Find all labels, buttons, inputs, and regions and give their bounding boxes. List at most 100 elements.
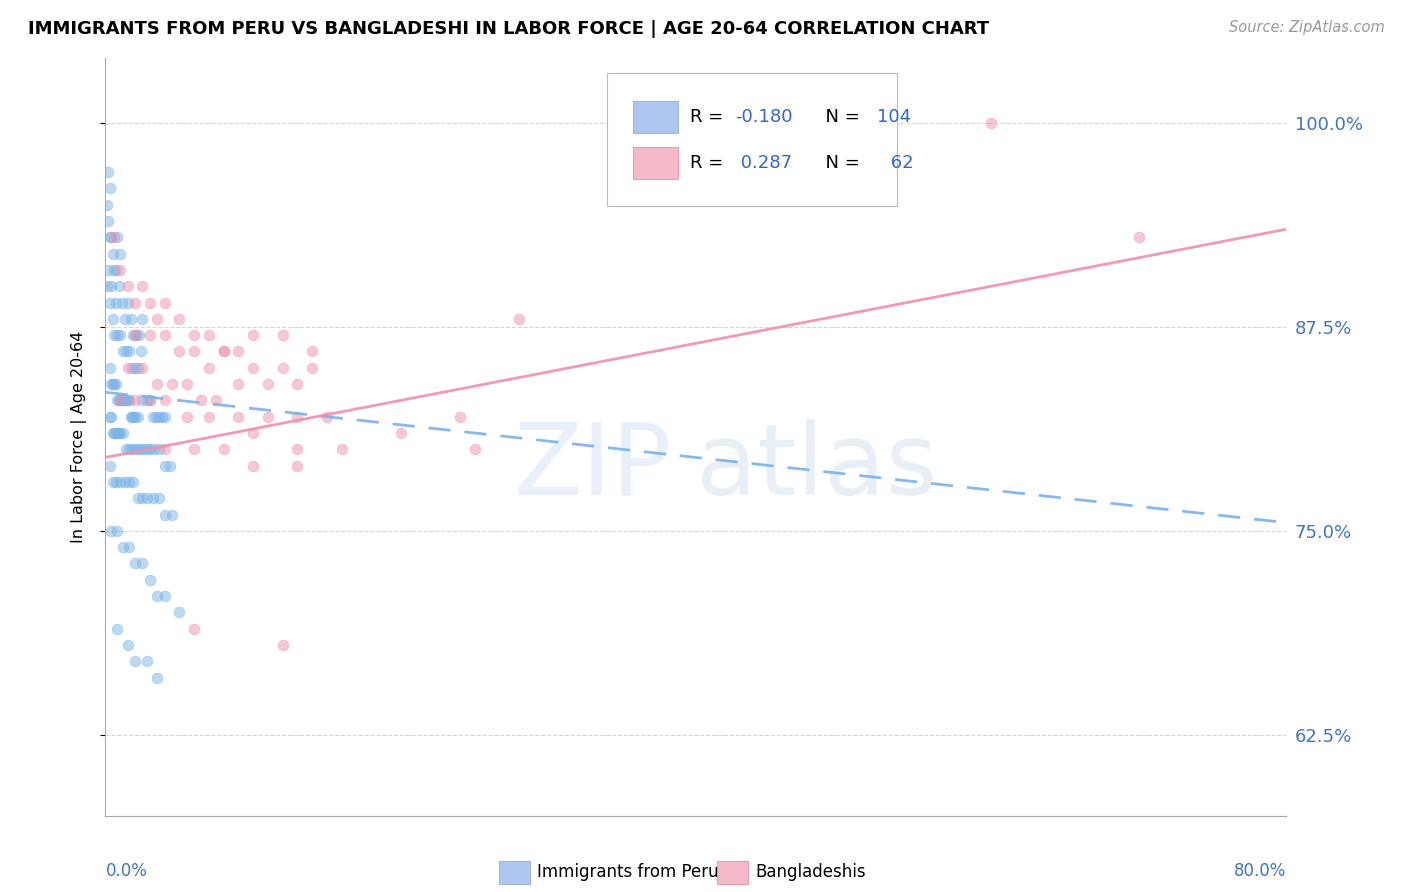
Point <box>1128 230 1150 244</box>
Point <box>118 393 141 408</box>
Point <box>131 557 153 571</box>
Point <box>131 491 153 506</box>
Point <box>105 622 128 636</box>
Point <box>107 279 129 293</box>
Point <box>169 311 191 326</box>
Point <box>153 328 176 343</box>
Point <box>120 311 142 326</box>
Text: -0.180: -0.180 <box>735 108 793 126</box>
Point <box>117 638 139 652</box>
Point <box>183 344 205 359</box>
Point <box>143 442 166 457</box>
Point <box>197 328 219 343</box>
Text: 0.0%: 0.0% <box>105 862 148 880</box>
Point <box>101 311 124 326</box>
Point <box>287 409 309 424</box>
Point <box>104 377 127 392</box>
Point <box>122 328 145 343</box>
Point <box>110 393 132 408</box>
Point <box>117 360 139 375</box>
Point <box>183 328 205 343</box>
Point <box>124 295 146 310</box>
Point <box>114 475 136 489</box>
Point <box>205 393 228 408</box>
Point <box>111 393 134 408</box>
Point <box>148 442 170 457</box>
Point <box>122 409 145 424</box>
Point <box>228 409 250 424</box>
Text: 62: 62 <box>884 153 914 171</box>
Point <box>100 409 122 424</box>
Text: 0.287: 0.287 <box>735 153 792 171</box>
Point <box>146 589 169 603</box>
Point <box>159 458 181 473</box>
Point <box>980 116 1002 130</box>
Point <box>103 377 125 392</box>
Point <box>131 311 153 326</box>
FancyBboxPatch shape <box>607 73 897 206</box>
Point <box>212 344 235 359</box>
Point <box>98 458 121 473</box>
Point <box>114 311 136 326</box>
Point <box>121 442 143 457</box>
Point <box>97 165 120 179</box>
Point <box>153 458 176 473</box>
Point <box>124 328 146 343</box>
Point <box>125 328 148 343</box>
Point <box>271 328 294 343</box>
Point <box>287 377 309 392</box>
Point <box>212 344 235 359</box>
Point <box>110 328 132 343</box>
Point <box>197 360 219 375</box>
Point <box>97 214 120 228</box>
Point <box>124 654 146 668</box>
Point <box>330 442 353 457</box>
Point <box>103 328 125 343</box>
Point <box>190 393 212 408</box>
Point <box>271 638 294 652</box>
Point <box>104 295 127 310</box>
Point <box>183 442 205 457</box>
Point <box>118 475 141 489</box>
Point <box>103 425 125 440</box>
Point <box>128 328 150 343</box>
Point <box>127 491 149 506</box>
Point <box>100 524 122 538</box>
Point <box>242 328 264 343</box>
Point <box>112 393 135 408</box>
Point <box>121 409 143 424</box>
Point <box>124 442 146 457</box>
Point <box>127 442 149 457</box>
Point <box>100 279 122 293</box>
Point <box>212 442 235 457</box>
Point <box>301 360 323 375</box>
Point <box>110 246 132 260</box>
Y-axis label: In Labor Force | Age 20-64: In Labor Force | Age 20-64 <box>72 331 87 543</box>
Point <box>103 230 125 244</box>
Point <box>135 491 157 506</box>
Point <box>98 360 121 375</box>
Point <box>96 198 118 212</box>
Point <box>146 671 169 685</box>
Point <box>111 295 134 310</box>
Point <box>449 409 471 424</box>
Point <box>138 393 162 408</box>
Point <box>169 606 191 620</box>
Text: N =: N = <box>814 108 866 126</box>
Point <box>508 311 530 326</box>
Point <box>117 393 139 408</box>
Point <box>129 442 152 457</box>
Text: atlas: atlas <box>696 419 938 516</box>
Point <box>97 263 120 277</box>
Point <box>105 230 128 244</box>
Point <box>146 311 169 326</box>
Point <box>101 475 124 489</box>
Point <box>115 442 138 457</box>
Point <box>153 589 176 603</box>
Point <box>98 409 121 424</box>
Point <box>464 442 486 457</box>
Point <box>257 409 280 424</box>
Point <box>153 508 176 522</box>
Point <box>118 442 141 457</box>
Text: Bangladeshis: Bangladeshis <box>755 863 866 881</box>
